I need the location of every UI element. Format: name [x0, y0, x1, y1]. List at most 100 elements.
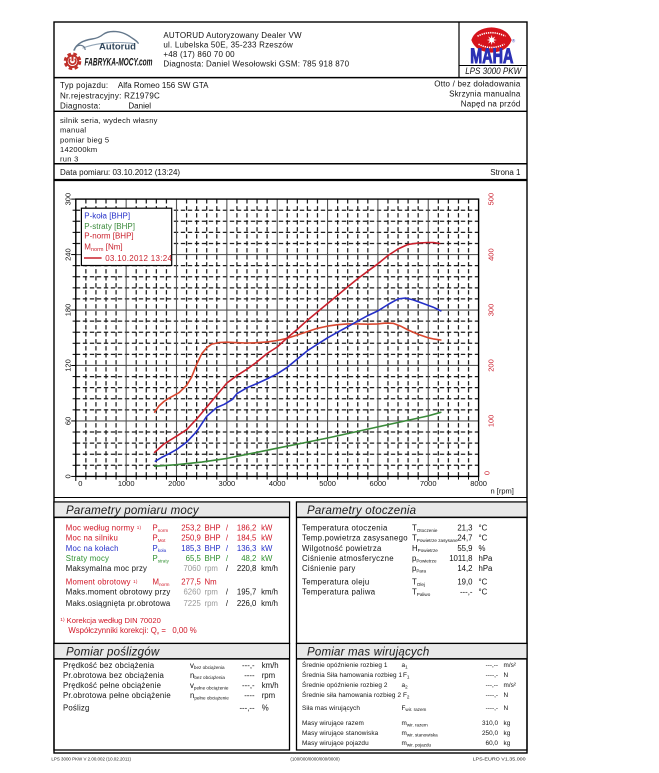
svg-text:136,3: 136,3	[237, 544, 257, 553]
svg-text:(100/000/0000/000/0000): (100/000/0000/000/0000)	[290, 757, 340, 762]
svg-text:1000: 1000	[118, 479, 135, 488]
svg-text:300: 300	[487, 304, 496, 317]
svg-text:Masy wirujące razem: Masy wirujące razem	[302, 720, 364, 727]
svg-text:P-norm [BHP]: P-norm [BHP]	[84, 232, 133, 241]
svg-text:03.10.2012 13:24: 03.10.2012 13:24	[105, 254, 172, 263]
svg-text:LPS 3000 PKW: LPS 3000 PKW	[465, 66, 522, 76]
svg-text:---,--: ---,--	[486, 662, 498, 669]
svg-text:hPa: hPa	[479, 554, 494, 563]
svg-text:400: 400	[487, 248, 496, 261]
svg-text:----: ----	[244, 691, 255, 700]
svg-text:310,0: 310,0	[482, 720, 498, 727]
svg-text:Skrzynia manualna: Skrzynia manualna	[449, 89, 521, 98]
svg-text:6000: 6000	[370, 479, 387, 488]
svg-text:253,2: 253,2	[181, 524, 201, 533]
svg-text:60,0: 60,0	[486, 740, 499, 747]
svg-text:Mnorm [Nm]: Mnorm [Nm]	[84, 242, 122, 253]
svg-text:19,0: 19,0	[457, 577, 473, 586]
svg-text:manual: manual	[60, 126, 86, 135]
svg-text:mwir. pojazdu: mwir. pojazdu	[402, 740, 432, 747]
svg-text:HPowietrze: HPowietrze	[412, 544, 438, 553]
svg-text:Strona 1: Strona 1	[490, 168, 521, 177]
svg-text:mwir. razem: mwir. razem	[402, 720, 428, 727]
svg-text:°C: °C	[479, 577, 488, 586]
svg-text:km/h: km/h	[261, 564, 278, 573]
svg-text:run 3: run 3	[60, 155, 79, 164]
svg-text:hPa: hPa	[479, 564, 494, 573]
svg-text:----,-: ----,-	[486, 705, 498, 712]
svg-text:TPowietrze zasysane: TPowietrze zasysane	[412, 534, 458, 543]
svg-text:mwir. stanowiska: mwir. stanowiska	[402, 730, 439, 737]
svg-text:220,8: 220,8	[237, 564, 257, 573]
svg-text:55,9: 55,9	[457, 544, 472, 553]
svg-text:Data pomiaru: 03.10.2012 (13:2: Data pomiaru: 03.10.2012 (13:24)	[60, 168, 180, 177]
svg-text:P-koła [BHP]: P-koła [BHP]	[84, 212, 130, 221]
svg-text:npełne obciążenie: npełne obciążenie	[190, 691, 229, 700]
svg-text:120: 120	[63, 359, 72, 372]
svg-text:Średnia Siła hamowania rozbieg: Średnia Siła hamowania rozbieg 1	[302, 670, 403, 679]
svg-text:250,0: 250,0	[482, 730, 498, 737]
svg-text:N: N	[504, 705, 509, 712]
svg-text:3000: 3000	[219, 479, 236, 488]
svg-text:N: N	[504, 692, 509, 699]
svg-text:°C: °C	[479, 534, 488, 543]
svg-text:TPaliwo: TPaliwo	[412, 588, 431, 597]
svg-text:Autorud: Autorud	[99, 42, 136, 53]
svg-text:FABRYKA-MOCY.com: FABRYKA-MOCY.com	[85, 56, 153, 68]
svg-text:Wilgotność powietrza: Wilgotność powietrza	[302, 544, 382, 553]
svg-text:/: /	[226, 554, 229, 563]
svg-text:kg: kg	[504, 740, 511, 747]
svg-text:/: /	[226, 599, 229, 608]
svg-text:Maksymalna moc przy: Maksymalna moc przy	[66, 564, 147, 573]
svg-text:km/h: km/h	[261, 588, 278, 597]
svg-text:rpm: rpm	[205, 588, 218, 597]
svg-text:---,-: ---,-	[242, 661, 255, 670]
svg-text:Parametry otoczenia: Parametry otoczenia	[307, 505, 416, 517]
svg-text:kW: kW	[261, 524, 273, 533]
svg-text:186,2: 186,2	[237, 524, 257, 533]
svg-text:Daniel: Daniel	[128, 102, 151, 111]
svg-text:----: ----	[244, 671, 255, 680]
svg-text:4000: 4000	[269, 479, 286, 488]
svg-text:nbez obciążenia: nbez obciążenia	[190, 671, 225, 680]
svg-text:Moment obrotowy 1): Moment obrotowy 1)	[66, 577, 138, 586]
svg-text:180: 180	[63, 304, 72, 317]
svg-text:Temperatura otoczenia: Temperatura otoczenia	[302, 524, 388, 533]
svg-text:5000: 5000	[319, 479, 336, 488]
svg-text:BHP: BHP	[205, 554, 221, 563]
svg-text:Parametry pomiaru mocy: Parametry pomiaru mocy	[66, 505, 200, 517]
svg-text:6260: 6260	[183, 588, 201, 597]
svg-text:BHP: BHP	[205, 524, 221, 533]
svg-text:/: /	[226, 588, 229, 597]
svg-text:P-straty [BHP]: P-straty [BHP]	[84, 222, 135, 231]
svg-text:kW: kW	[261, 534, 273, 543]
svg-text:silnik seria, wydech własny: silnik seria, wydech własny	[60, 116, 158, 125]
svg-text:Pr.obrotowa pełne obciążenie: Pr.obrotowa pełne obciążenie	[63, 691, 171, 700]
svg-text:Nr.rejestracyjny: RZ1979C: Nr.rejestracyjny: RZ1979C	[60, 91, 160, 100]
svg-text:184,5: 184,5	[237, 534, 257, 543]
svg-text:ul. Lubelska 50E, 35-233 Rzesz: ul. Lubelska 50E, 35-233 Rzeszów	[163, 41, 293, 50]
svg-text:LPS 3000 PKW V 2.00.002 (10.02: LPS 3000 PKW V 2.00.002 (10.02.2011)	[51, 757, 131, 762]
svg-text:rpm: rpm	[262, 671, 275, 680]
svg-text:Ciśnienie atmosferyczne: Ciśnienie atmosferyczne	[302, 554, 394, 563]
svg-text:°C: °C	[479, 588, 488, 597]
svg-text:24,7: 24,7	[457, 534, 472, 543]
svg-text:---,-: ---,-	[460, 588, 473, 597]
svg-text:LPS-EURO V1.35.000: LPS-EURO V1.35.000	[473, 757, 527, 762]
svg-text:Pr.obrotowa bez obciążenia: Pr.obrotowa bez obciążenia	[63, 671, 164, 680]
svg-text:°C: °C	[479, 524, 488, 533]
svg-text:48,2: 48,2	[241, 554, 256, 563]
svg-text:Maks.moment obrotowy przy: Maks.moment obrotowy przy	[66, 588, 171, 597]
svg-text:+48 (17) 860 70 00: +48 (17) 860 70 00	[163, 50, 235, 59]
svg-text:BHP: BHP	[205, 534, 221, 543]
svg-text:Otto / bez doładowania: Otto / bez doładowania	[434, 79, 521, 88]
svg-text:Masy wirujące stanowiska: Masy wirujące stanowiska	[302, 730, 379, 737]
svg-text:226,0: 226,0	[237, 599, 257, 608]
svg-text:240: 240	[63, 248, 72, 261]
svg-text:195,7: 195,7	[237, 588, 257, 597]
svg-text:/: /	[226, 544, 229, 553]
svg-text:a1: a1	[402, 662, 409, 669]
svg-text:Pstraty: Pstraty	[153, 554, 170, 563]
svg-text:Średnie opóźnienie rozbieg 2: Średnie opóźnienie rozbieg 2	[302, 680, 388, 689]
svg-text:Fwir. razem: Fwir. razem	[402, 705, 427, 712]
